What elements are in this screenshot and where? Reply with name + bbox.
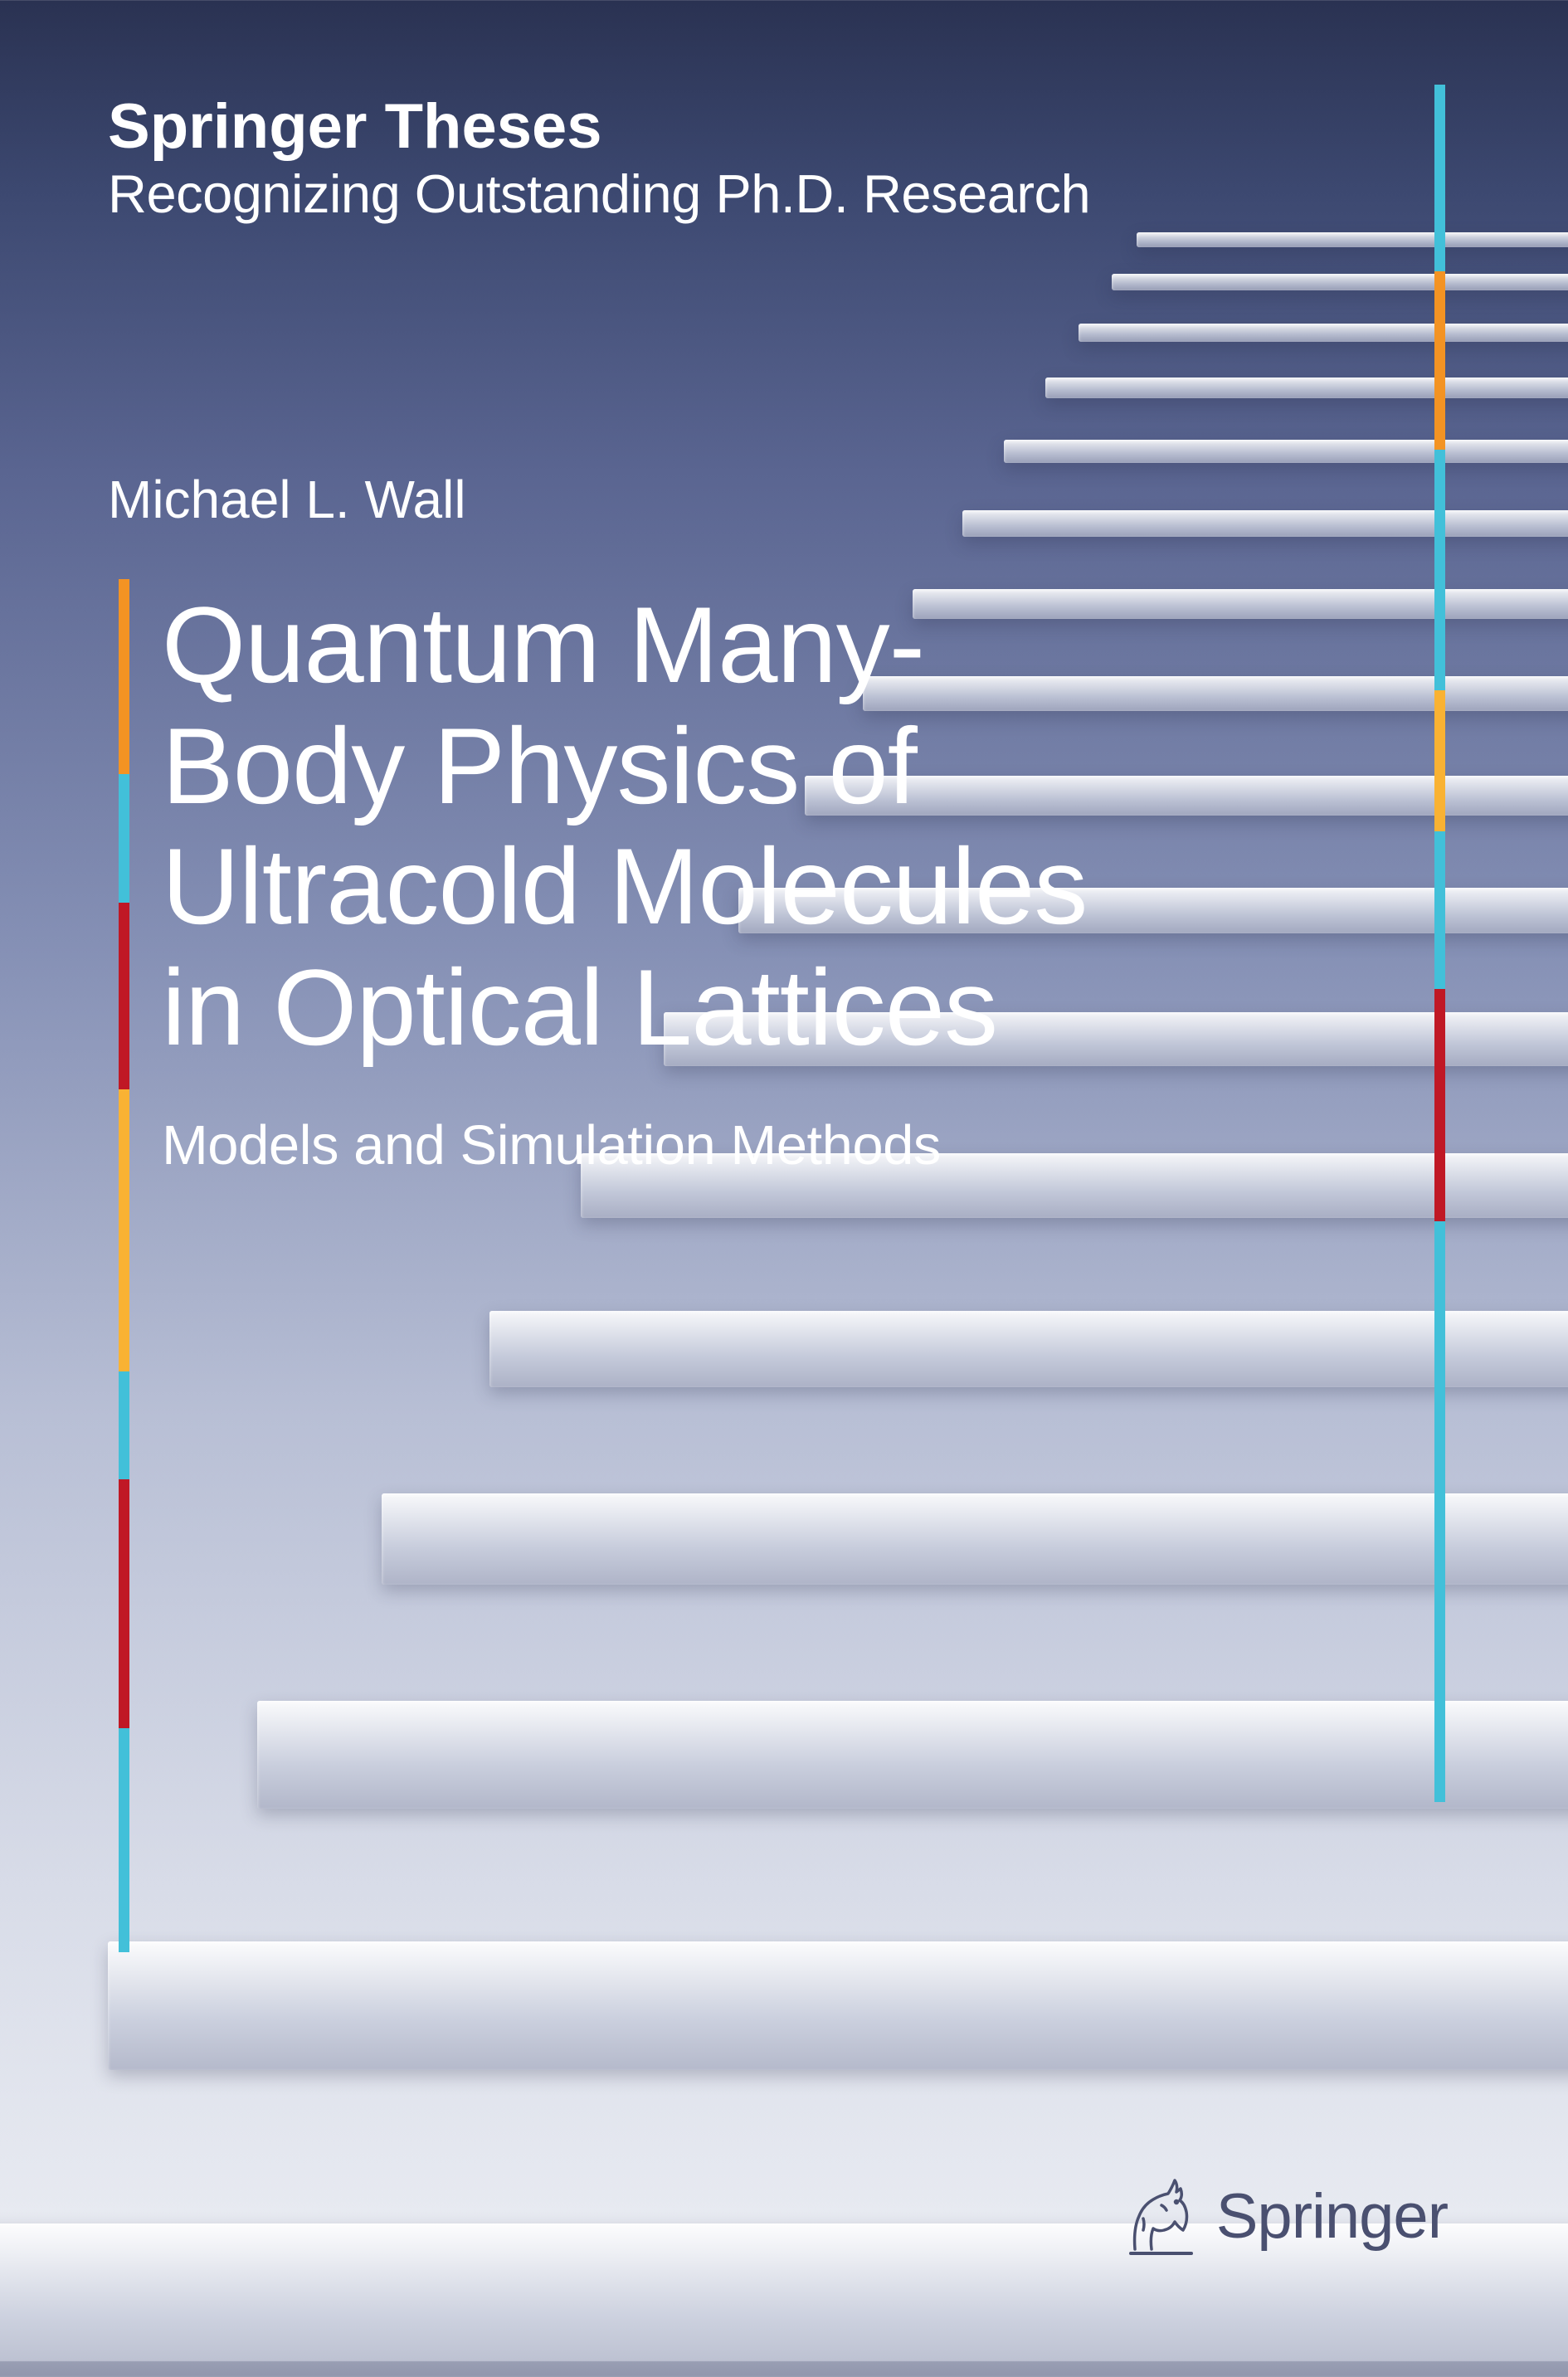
series-subtitle: Recognizing Outstanding Ph.D. Research <box>108 162 1090 226</box>
stripe-segment <box>1434 831 1445 989</box>
title-line-4: in Optical Lattices <box>162 947 997 1068</box>
right-color-stripe <box>1434 85 1445 1802</box>
stair-step <box>962 510 1568 537</box>
title-line-1: Quantum Many- <box>162 584 924 705</box>
stair-step <box>489 1311 1568 1387</box>
stair-step <box>1079 324 1568 342</box>
stripe-segment <box>1434 271 1445 450</box>
stripe-segment <box>119 1479 129 1728</box>
title-line-3: Ultracold Molecules <box>162 826 1087 947</box>
stripe-segment <box>119 1728 129 1952</box>
stair-step <box>1045 377 1568 398</box>
stair-step <box>1004 440 1568 463</box>
stripe-segment <box>119 1089 129 1371</box>
title-line-2: Body Physics of <box>162 705 917 826</box>
left-color-stripe <box>119 579 129 1952</box>
stripe-segment <box>119 774 129 903</box>
series-header: Springer Theses Recognizing Outstanding … <box>108 95 1090 226</box>
springer-horse-icon <box>1118 2170 1201 2262</box>
stripe-segment <box>119 579 129 774</box>
stair-step <box>108 1941 1568 2070</box>
stair-step <box>382 1493 1568 1585</box>
stripe-segment <box>119 1371 129 1479</box>
stair-step <box>1112 274 1568 290</box>
book-subtitle: Models and Simulation Methods <box>162 1113 1323 1177</box>
publisher-block: Springer <box>1118 2170 1448 2262</box>
stripe-segment <box>1434 85 1445 271</box>
stair-step <box>1137 232 1568 247</box>
stripe-segment <box>1434 690 1445 831</box>
stair-step <box>257 1701 1568 1809</box>
stripe-segment <box>119 903 129 1089</box>
book-title: Quantum Many- Body Physics of Ultracold … <box>162 585 1323 1068</box>
title-block: Quantum Many- Body Physics of Ultracold … <box>162 585 1323 1177</box>
stripe-segment <box>1434 1221 1445 1802</box>
stripe-segment <box>1434 450 1445 690</box>
series-title: Springer Theses <box>108 95 1090 158</box>
author-name: Michael L. Wall <box>108 469 466 530</box>
stairs-background <box>407 232 1568 2224</box>
publisher-name: Springer <box>1216 2180 1448 2253</box>
stripe-segment <box>1434 989 1445 1221</box>
